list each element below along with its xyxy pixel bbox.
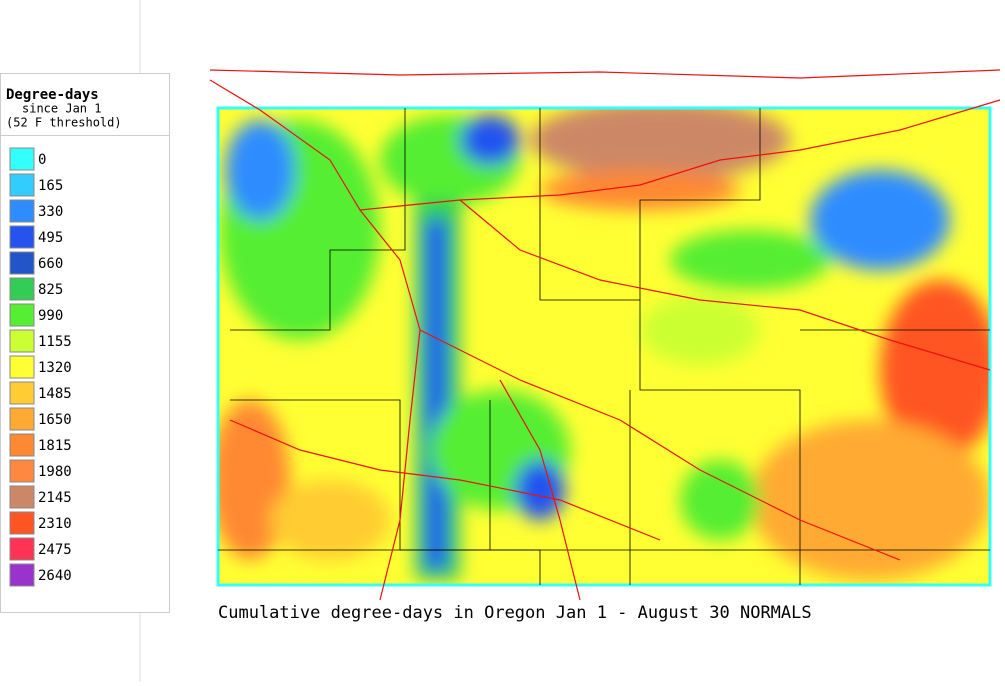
legend-swatch	[9, 381, 35, 405]
legend-label: 1155	[38, 334, 72, 350]
legend-label: 825	[38, 282, 63, 298]
legend-label: 2640	[38, 568, 72, 584]
map-border	[216, 106, 992, 587]
legend-label: 0	[38, 152, 46, 168]
legend-swatch	[9, 329, 35, 353]
legend-label: 990	[38, 308, 63, 324]
legend-label: 2310	[38, 516, 72, 532]
legend-swatch	[9, 199, 35, 223]
legend-swatch	[9, 225, 35, 249]
legend-label: 2145	[38, 490, 72, 506]
legend-swatch	[9, 355, 35, 379]
roads	[209, 69, 1001, 601]
legend-label: 165	[38, 178, 63, 194]
map	[218, 108, 990, 585]
legend-swatch	[9, 147, 35, 171]
legend-items: 0 165 330 495 660 825 990 1155 1320 1485 1650 1815 1…	[9, 147, 72, 587]
legend-swatch	[9, 303, 35, 327]
legend-label: 1980	[38, 464, 72, 480]
legend-label: 1320	[38, 360, 72, 376]
legend-swatch	[9, 433, 35, 457]
legend-swatch	[9, 459, 35, 483]
caption: Cumulative degree-days in Oregon Jan 1 -…	[218, 603, 812, 623]
legend-title: Degree-days	[6, 87, 99, 103]
legend-swatch	[9, 251, 35, 275]
legend-label: 495	[38, 230, 63, 246]
legend-swatch	[9, 537, 35, 561]
county-lines	[218, 108, 990, 585]
legend-label: 2475	[38, 542, 72, 558]
legend-label: 1815	[38, 438, 72, 454]
legend-swatch	[9, 563, 35, 587]
legend-label: 1650	[38, 412, 72, 428]
legend-subtitle: since Jan 1	[22, 102, 101, 116]
legend-swatch	[9, 511, 35, 535]
legend-label: 1485	[38, 386, 72, 402]
legend-note: (52 F threshold)	[6, 116, 122, 130]
legend-swatch	[9, 277, 35, 301]
legend-swatch	[9, 407, 35, 431]
legend-swatch	[9, 485, 35, 509]
legend-label: 330	[38, 204, 63, 220]
legend-swatch	[9, 173, 35, 197]
legend-label: 660	[38, 256, 63, 272]
